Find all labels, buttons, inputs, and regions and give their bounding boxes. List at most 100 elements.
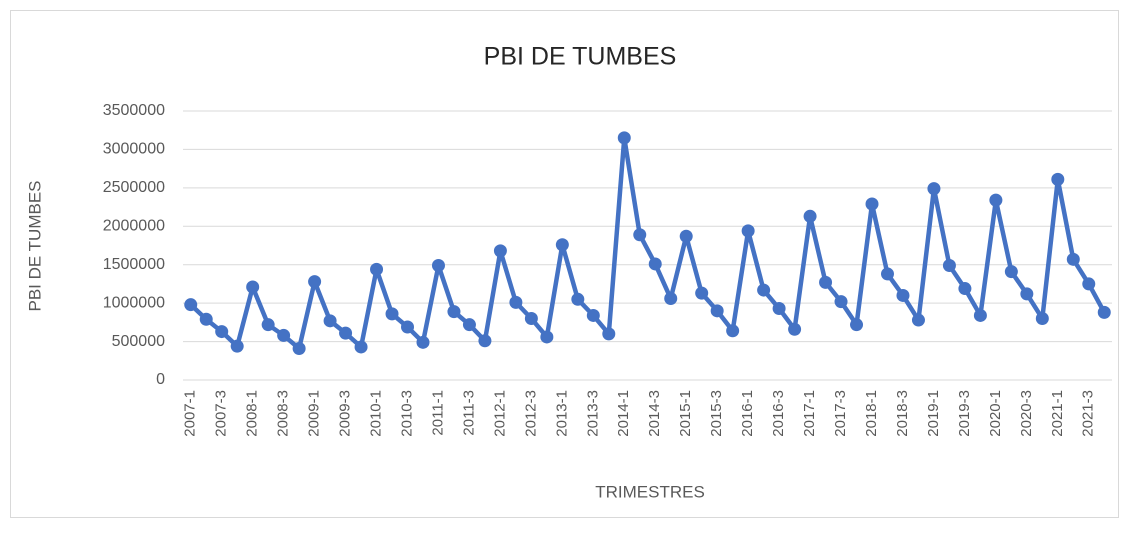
x-tick-label: 2017-3 — [832, 390, 849, 437]
y-tick-label: 3500000 — [103, 102, 165, 119]
x-tick-label: 2007-3 — [213, 390, 230, 437]
data-point — [246, 280, 260, 294]
data-point — [1035, 312, 1049, 326]
x-axis-label: TRIMESTRES — [595, 482, 705, 501]
chart-title: PBI DE TUMBES — [484, 43, 677, 71]
x-tick-label: 2016-1 — [739, 390, 756, 437]
x-tick-label: 2013-1 — [553, 390, 570, 437]
data-point — [385, 307, 399, 321]
x-tick-label: 2011-3 — [460, 390, 477, 436]
data-point — [199, 312, 213, 326]
data-point — [1066, 252, 1080, 266]
data-point — [586, 308, 600, 322]
y-tick-label: 1000000 — [103, 294, 165, 311]
x-tick-label: 2015-1 — [677, 390, 694, 437]
data-point — [989, 193, 1003, 207]
x-tick-label: 2014-3 — [646, 390, 663, 437]
data-point — [571, 292, 585, 306]
x-tick-label: 2020-3 — [1018, 390, 1035, 437]
data-point — [447, 305, 461, 319]
x-tick-label: 2008-3 — [275, 390, 292, 437]
data-point — [1004, 265, 1018, 279]
data-point — [664, 292, 678, 306]
data-point — [509, 295, 523, 309]
data-point — [292, 341, 306, 355]
data-point — [261, 318, 275, 332]
data-point — [1082, 277, 1096, 291]
data-point — [1051, 172, 1065, 186]
x-tick-label: 2019-1 — [925, 390, 942, 437]
data-point — [617, 131, 631, 145]
x-tick-label: 2015-3 — [708, 390, 725, 437]
data-point — [679, 229, 693, 243]
data-point — [942, 258, 956, 272]
x-tick-label: 2017-1 — [801, 390, 818, 437]
data-point — [741, 224, 755, 238]
data-point — [850, 318, 864, 332]
data-point — [602, 327, 616, 341]
data-point — [927, 182, 941, 196]
data-point — [524, 312, 538, 326]
data-point — [431, 258, 445, 272]
x-tick-label: 2016-3 — [770, 390, 787, 437]
data-point — [1097, 305, 1111, 319]
x-tick-label: 2008-1 — [244, 390, 261, 437]
data-point — [819, 275, 833, 289]
data-point — [834, 295, 848, 309]
data-point — [416, 335, 430, 349]
x-tick-label: 2020-1 — [987, 390, 1004, 437]
data-point — [911, 313, 925, 327]
y-axis-label: PBI DE TUMBES — [25, 181, 44, 312]
data-point — [308, 275, 322, 289]
y-tick-label: 2500000 — [103, 179, 165, 196]
data-point — [788, 322, 802, 336]
data-point — [555, 238, 569, 252]
data-point — [540, 330, 554, 344]
data-point — [772, 302, 786, 316]
data-point — [958, 282, 972, 296]
data-point — [323, 314, 337, 328]
data-point — [370, 262, 384, 276]
x-tick-label: 2021-3 — [1080, 390, 1097, 437]
data-point — [462, 318, 476, 332]
x-tick-label: 2011-1 — [429, 390, 446, 436]
x-tick-label: 2007-1 — [182, 390, 199, 437]
data-point — [757, 283, 771, 297]
data-point — [633, 228, 647, 242]
data-point — [726, 324, 740, 338]
data-point — [230, 339, 244, 353]
x-tick-label: 2014-1 — [615, 390, 632, 437]
y-tick-label: 500000 — [112, 333, 165, 350]
x-tick-label: 2019-3 — [956, 390, 973, 437]
data-point — [648, 257, 662, 271]
x-tick-label: 2012-1 — [491, 390, 508, 437]
data-point — [896, 288, 910, 302]
x-tick-label: 2010-1 — [368, 390, 385, 437]
data-point — [803, 209, 817, 223]
data-point — [973, 308, 987, 322]
x-tick-label: 2009-3 — [337, 390, 354, 437]
data-point — [493, 244, 507, 258]
x-tick-label: 2018-3 — [894, 390, 911, 437]
y-tick-label: 2000000 — [103, 218, 165, 235]
y-tick-label: 0 — [156, 371, 165, 388]
data-point — [1020, 287, 1034, 301]
data-point — [880, 267, 894, 281]
data-point — [277, 328, 291, 342]
x-tick-label: 2012-3 — [522, 390, 539, 437]
data-point — [215, 325, 229, 339]
x-tick-label: 2013-3 — [584, 390, 601, 437]
data-point — [695, 286, 709, 300]
y-tick-label: 3000000 — [103, 141, 165, 158]
data-point — [354, 340, 368, 354]
data-point — [401, 320, 415, 334]
y-tick-label: 1500000 — [103, 256, 165, 273]
x-tick-label: 2010-3 — [398, 390, 415, 437]
x-tick-label: 2018-1 — [863, 390, 880, 437]
data-point — [710, 304, 724, 318]
x-tick-label: 2009-1 — [306, 390, 323, 437]
data-point — [478, 334, 492, 348]
chart-frame — [10, 10, 1119, 518]
data-point — [339, 326, 353, 340]
